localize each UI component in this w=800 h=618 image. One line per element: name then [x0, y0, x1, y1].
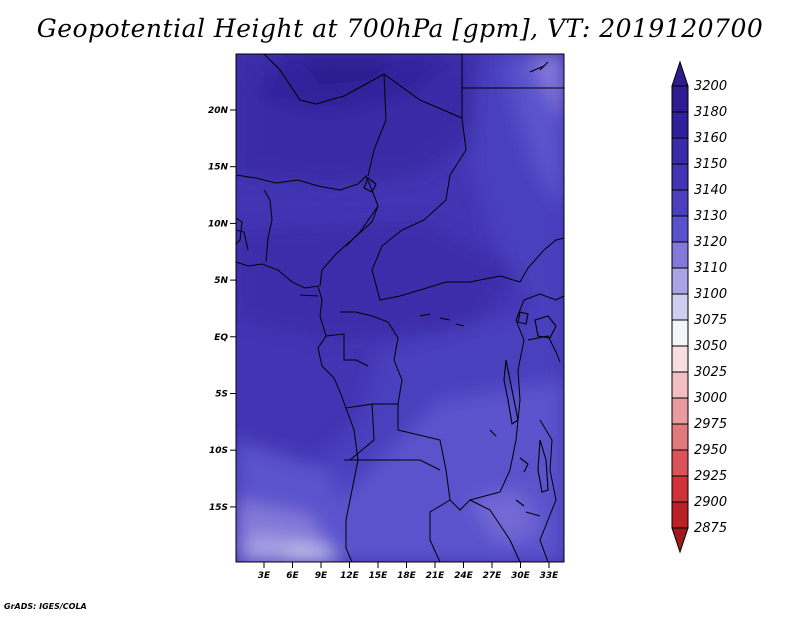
lake-chad: [363, 177, 377, 193]
colorbar-swatch: [671, 111, 689, 139]
lake-albert: [517, 311, 529, 325]
colorbar-swatch: [671, 293, 689, 321]
lon-tick-label: 24E: [454, 571, 474, 581]
colorbar-label: 3140: [694, 183, 727, 198]
lakes: [363, 61, 557, 517]
lat-axis: 20N 15N 10N 5N EQ 5S 10S 15S: [208, 106, 236, 513]
lat-tick-label: 10N: [208, 219, 229, 229]
lake-tanganyika: [503, 359, 519, 425]
colorbar-swatch: [671, 215, 689, 243]
lon-tick-label: 30E: [511, 571, 531, 581]
colorbar-label: 2900: [694, 495, 727, 510]
map-title: Geopotential Height at 700hPa [gpm], VT:…: [36, 14, 764, 43]
colorbar-swatch: [671, 85, 689, 113]
colorbar-label: 3075: [694, 313, 727, 328]
credit-text: GrADS: IGES/COLA: [4, 602, 87, 611]
lon-tick-label: 6E: [286, 571, 299, 581]
colorbar: 3200 3180 3160 3150 3140 3130 3120 3110 3100 3075…: [671, 60, 727, 554]
lon-tick-label: 21E: [426, 571, 446, 581]
colorbar-swatch: [671, 189, 689, 217]
lat-tick-label: 20N: [208, 106, 229, 116]
colorbar-label: 3025: [694, 365, 727, 380]
colorbar-label: 2975: [694, 417, 727, 432]
colorbar-swatch: [671, 449, 689, 477]
lon-tick-label: 9E: [315, 571, 328, 581]
colorbar-swatch: [671, 345, 689, 373]
colorbar-swatch: [671, 423, 689, 451]
colorbar-swatch: [671, 371, 689, 399]
colorbar-swatch: [671, 501, 689, 529]
colorbar-label: 3100: [694, 287, 727, 302]
coastlines-borders: [236, 54, 564, 562]
colorbar-label: 3000: [694, 391, 727, 406]
lon-axis: 3E 6E 9E 12E 15E 18E 21E 24E 27E 30E 33E: [258, 562, 559, 581]
colorbar-swatch: [671, 137, 689, 165]
colorbar-label: 3130: [694, 209, 727, 224]
colorbar-label: 3120: [694, 235, 727, 250]
lat-tick-label: 5N: [214, 276, 228, 286]
lon-tick-label: 33E: [540, 571, 560, 581]
colorbar-label: 2875: [694, 521, 727, 536]
map-frame: [235, 53, 565, 563]
lat-tick-label: 10S: [209, 446, 228, 456]
lon-tick-label: 18E: [397, 571, 417, 581]
colorbar-top-arrow: [671, 60, 689, 87]
lat-tick-label: 15S: [209, 503, 228, 513]
colorbar-label: 3050: [694, 339, 727, 354]
lat-tick-label: EQ: [214, 333, 228, 343]
lon-tick-label: 12E: [340, 571, 360, 581]
colorbar-swatch: [671, 397, 689, 425]
colorbar-label: 2925: [694, 469, 727, 484]
lat-tick-label: 5S: [215, 390, 228, 400]
lake-malawi: [537, 439, 549, 493]
lake-victoria: [534, 315, 557, 339]
colorbar-bottom-arrow: [671, 527, 689, 554]
colorbar-swatch: [671, 163, 689, 191]
colorbar-label: 3150: [694, 157, 727, 172]
colorbar-swatch: [671, 475, 689, 503]
colorbar-label: 3110: [694, 261, 727, 276]
colorbar-label: 3180: [694, 105, 727, 120]
lon-tick-label: 15E: [369, 571, 389, 581]
lon-tick-label: 27E: [483, 571, 503, 581]
map-panel: [236, 54, 564, 562]
colorbar-label: 3200: [694, 79, 727, 94]
colorbar-swatch: [671, 319, 689, 347]
colorbar-label: 2950: [694, 443, 727, 458]
colorbar-label: 3160: [694, 131, 727, 146]
colorbar-swatch: [671, 267, 689, 295]
colorbar-swatch: [671, 241, 689, 269]
lat-tick-label: 15N: [208, 163, 229, 173]
lon-tick-label: 3E: [258, 571, 271, 581]
